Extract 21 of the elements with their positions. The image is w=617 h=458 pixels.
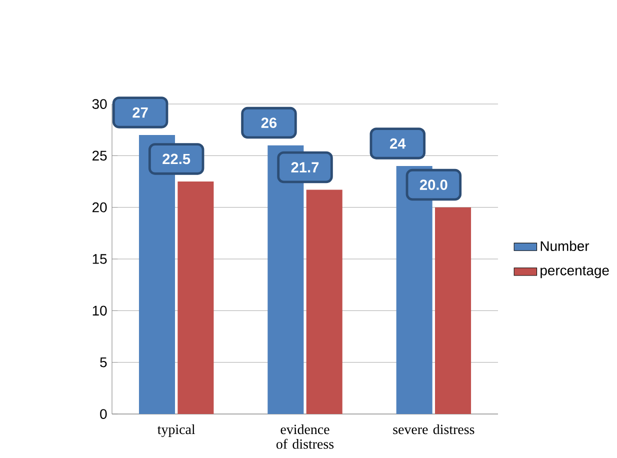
- x-tick-label: evidence of distress: [276, 424, 334, 449]
- y-tick-label: 20: [92, 202, 107, 212]
- data-label: 22.5: [162, 154, 190, 164]
- bar: [435, 207, 472, 414]
- y-tick-label: 30: [92, 99, 107, 109]
- data-label: 27: [132, 107, 148, 118]
- data-label: 20.0: [420, 180, 448, 190]
- bar: [306, 190, 342, 414]
- data-label: 24: [390, 138, 406, 149]
- x-tick-label: typical: [158, 424, 196, 438]
- y-tick-label: 15: [92, 254, 107, 264]
- legend-label: Number: [540, 240, 590, 252]
- bar: [178, 182, 214, 414]
- legend-label: percentage: [540, 266, 609, 278]
- y-tick-label: 10: [92, 306, 107, 316]
- x-tick-label: severe distress: [393, 424, 474, 434]
- y-tick-label: 25: [92, 150, 107, 161]
- y-tick-label: 0: [100, 409, 107, 419]
- data-label: 21.7: [291, 162, 319, 172]
- data-label: 26: [261, 118, 277, 128]
- y-tick-label: 5: [100, 357, 107, 368]
